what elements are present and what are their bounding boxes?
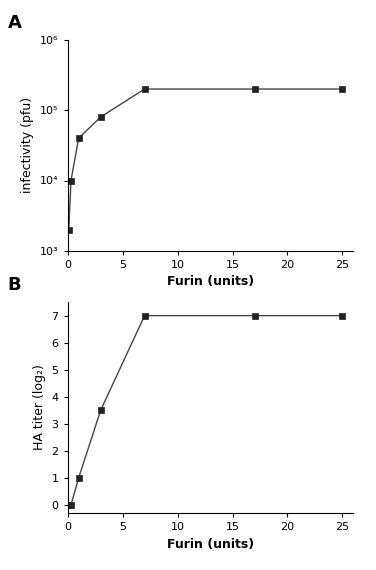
X-axis label: Furin (units): Furin (units) — [167, 275, 254, 288]
Y-axis label: infectivity (pfu): infectivity (pfu) — [21, 97, 35, 193]
Text: B: B — [8, 276, 21, 295]
Y-axis label: HA titer (log₂): HA titer (log₂) — [33, 365, 46, 450]
X-axis label: Furin (units): Furin (units) — [167, 538, 254, 551]
Text: A: A — [8, 14, 21, 32]
